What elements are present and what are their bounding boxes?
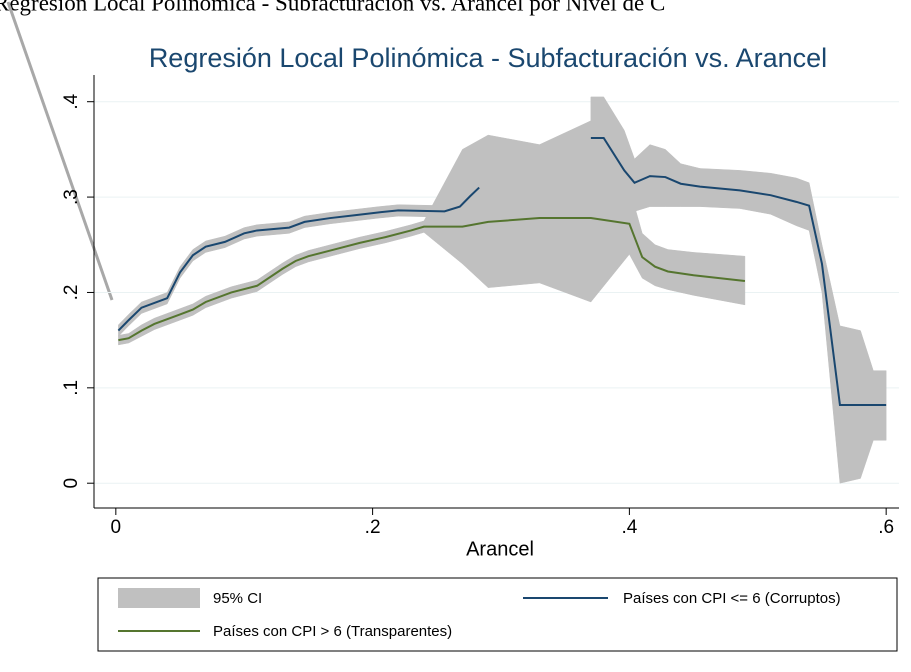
series-line [117,186,480,332]
y-tick-label: .4 [61,93,82,109]
x-axis-label: Arancel [466,538,534,560]
legend-swatch [118,588,200,608]
y-tick-label: .1 [61,380,82,396]
legend-label: Países con CPI <= 6 (Corruptos) [623,590,841,607]
legend-label: Países con CPI > 6 (Transparentes) [213,623,452,640]
decor-line [6,1,114,301]
page-caption: Regresión Local Polinómica - Subfacturac… [0,0,665,15]
series-line [118,217,746,342]
chart-title: Regresión Local Polinómica - Subfacturac… [149,43,827,73]
x-tick-label: .6 [878,517,894,538]
legend-box [97,577,898,652]
x-tick-label: .2 [365,517,381,538]
ci-band [590,96,887,484]
legend-label: 95% CI [213,590,262,607]
y-tick-label: .3 [61,189,82,205]
y-tick-label: .2 [61,285,82,301]
x-tick-label: .4 [621,517,637,538]
y-tick-label: 0 [61,478,82,489]
ci-band [118,120,746,346]
series-line [590,136,887,406]
x-tick-label: 0 [111,517,122,538]
